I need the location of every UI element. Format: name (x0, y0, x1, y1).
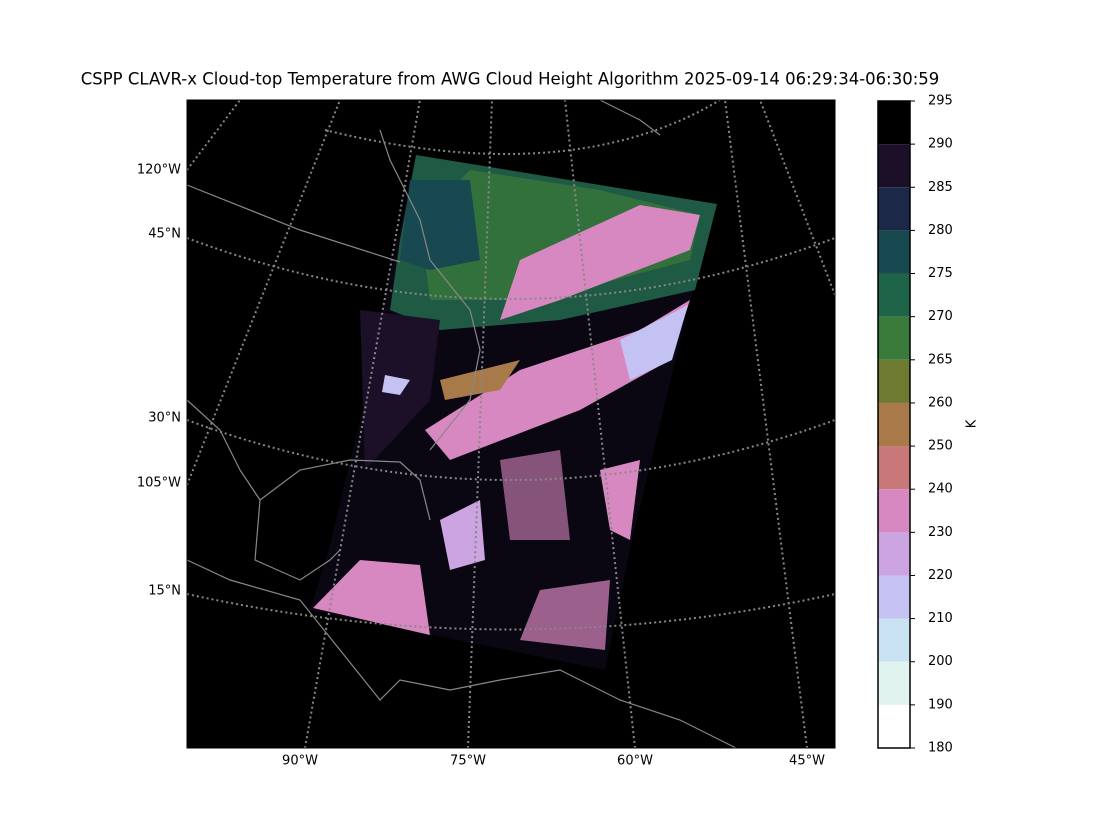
colorbar-segment (878, 230, 910, 274)
colorbar-segment (878, 101, 910, 145)
map-frame (186, 99, 836, 749)
colorbar-tick-label: 290 (928, 137, 953, 152)
colorbar-segment (878, 532, 910, 576)
colorbar-tick-label: 280 (928, 223, 953, 238)
map-label: 120°W (137, 163, 181, 178)
map-label: 105°W (137, 476, 181, 491)
colorbar-tick-label: 275 (928, 266, 953, 281)
map-label: 30°N (148, 411, 181, 426)
colorbar-segment (878, 661, 910, 705)
coastlines (186, 99, 737, 749)
swath (310, 155, 717, 670)
map-label: 45°N (148, 227, 181, 242)
colorbar-tick-label: 190 (928, 697, 953, 712)
graticule (186, 99, 836, 749)
map-label: 45°W (789, 754, 825, 769)
colorbar-segment (878, 359, 910, 403)
colorbar: 180 190 200 210 220 230 240 250 260 265 270 275 280 2… (877, 94, 953, 756)
colorbar-frame (877, 100, 911, 749)
colorbar-tick-label: 200 (928, 654, 953, 669)
colorbar-segment (878, 187, 910, 231)
colorbar-segment (878, 489, 910, 533)
colorbar-segment (878, 618, 910, 662)
colorbar-segment (878, 704, 910, 748)
colorbar-tick-label: 295 (928, 94, 953, 109)
colorbar-tick-label: 180 (928, 741, 953, 756)
map-label: 60°W (617, 754, 653, 769)
title: CSPP CLAVR-x Cloud-top Temperature from … (81, 70, 940, 89)
map-label: 90°W (282, 754, 318, 769)
colorbar-segment (878, 446, 910, 490)
colorbar-segment (878, 402, 910, 447)
colorbar-tick-label: 230 (928, 525, 953, 540)
colorbar-label: K (965, 419, 980, 428)
colorbar-tick-label: 265 (928, 352, 953, 367)
colorbar-tick-label: 240 (928, 482, 953, 497)
map-label: 75°W (450, 754, 486, 769)
colorbar-tick-label: 285 (928, 180, 953, 195)
colorbar-tick-label: 220 (928, 568, 953, 583)
colorbar-tick-label: 260 (928, 395, 953, 410)
colorbar-segment (878, 144, 910, 188)
colorbar-segment (878, 273, 910, 317)
colorbar-segment (878, 316, 910, 360)
colorbar-tick-label: 250 (928, 439, 953, 454)
colorbar-tick-label: 210 (928, 611, 953, 626)
colorbar-tick-label: 270 (928, 309, 953, 324)
colorbar-segment (878, 575, 910, 619)
map-label: 15°N (148, 584, 181, 599)
